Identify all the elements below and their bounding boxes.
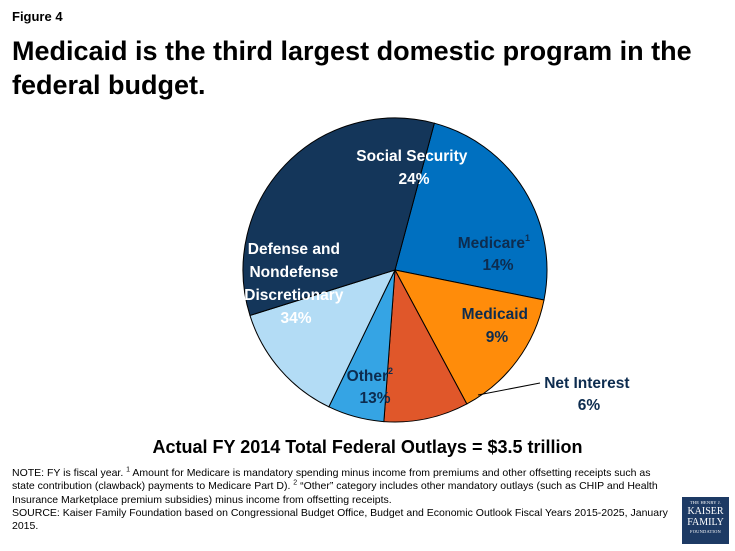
chart-subtitle: Actual FY 2014 Total Federal Outlays = $… <box>152 437 583 457</box>
net-interest-leader-line <box>477 382 541 396</box>
slice-label-defense-nondefense: Defense and Nondefense Discretionary 34% <box>244 241 347 327</box>
kff-logo: THE HENRY J. KAISER FAMILY FOUNDATION <box>682 497 729 544</box>
pie-slice-medicaid <box>383 268 468 423</box>
pie-slice-medicare <box>394 269 545 405</box>
slice-name-defense-line3: Discretionary <box>244 287 343 304</box>
page-title: Medicaid is the third largest domestic p… <box>12 36 692 100</box>
slice-name-medicare: Medicare <box>458 235 526 252</box>
slice-label-medicare: Medicare1 14% <box>458 228 535 274</box>
note-medicare: Amount for Medicare is mandatory spendin… <box>12 467 651 493</box>
pie-slices <box>242 117 548 423</box>
slice-label-medicaid: Medicaid 9% <box>462 306 533 346</box>
note-sup-2: 2 <box>293 479 298 487</box>
slice-value-medicare: 14% <box>482 257 513 274</box>
slice-sup-medicare: 1 <box>525 233 530 243</box>
slice-label-net-interest: Net Interest 6% <box>544 375 634 414</box>
slice-label-other: Other2 13% <box>347 361 398 407</box>
note-sup-1: 1 <box>126 466 131 474</box>
logo-line1: THE HENRY J. <box>689 500 722 505</box>
slice-name-defense-line2: Nondefense <box>249 264 338 281</box>
note-other: “Other” category includes other mandator… <box>12 480 658 506</box>
slice-name-medicaid: Medicaid <box>462 306 528 323</box>
slice-sup-other: 2 <box>388 366 393 376</box>
logo-line2b: FAMILY <box>687 517 724 528</box>
note-prefix: NOTE: FY is fiscal year. <box>12 467 127 479</box>
slice-name-other: Other <box>347 368 388 385</box>
slice-name-defense-line1: Defense and <box>248 241 340 258</box>
logo-line2a: KAISER <box>687 506 724 517</box>
slice-name-net-interest: Net Interest <box>544 375 629 392</box>
notes: NOTE: FY is fiscal year. 1 Amount for Me… <box>12 467 670 533</box>
figure-label: Figure 4 <box>12 9 63 24</box>
source-note: SOURCE: Kaiser Family Foundation based o… <box>12 506 668 533</box>
pie-labels: Social Security 24% Medicare1 14% Medica… <box>244 148 634 414</box>
slice-value-net-interest: 6% <box>578 397 601 414</box>
slice-value-defense-nondefense: 34% <box>280 310 311 327</box>
pie-slice-social-security <box>394 122 548 301</box>
pie-slice-defense-nondefense <box>242 117 435 317</box>
logo-line3: FOUNDATION <box>690 529 721 534</box>
slice-value-other: 13% <box>359 390 390 407</box>
slice-value-social-security: 24% <box>398 171 429 188</box>
slice-name-social-security: Social Security <box>356 148 468 165</box>
slice-value-medicaid: 9% <box>486 329 509 346</box>
slice-label-social-security: Social Security 24% <box>356 148 471 188</box>
